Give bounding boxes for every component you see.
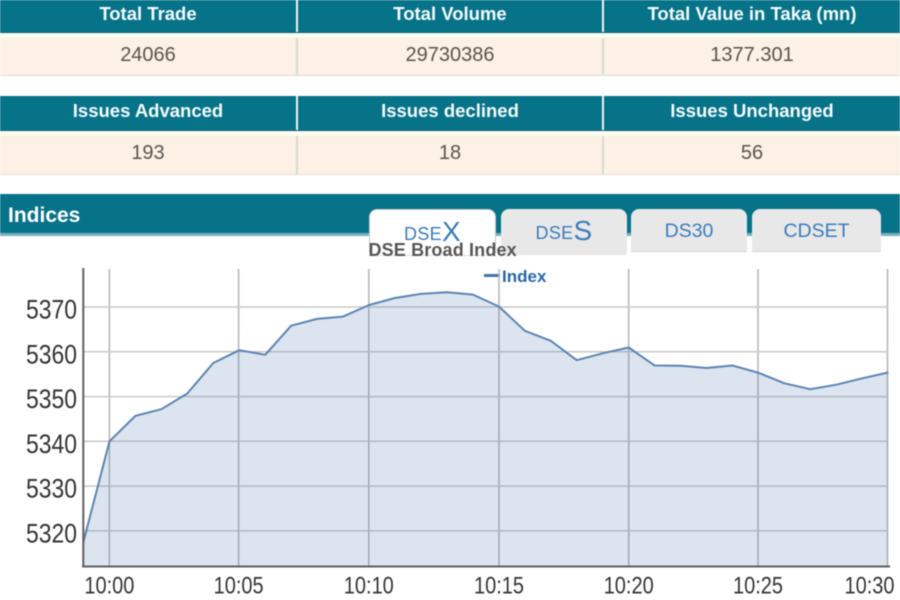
svg-text:5330: 5330 bbox=[26, 474, 77, 504]
svg-text:5320: 5320 bbox=[26, 518, 77, 548]
svg-text:5370: 5370 bbox=[26, 295, 77, 325]
svg-text:5350: 5350 bbox=[26, 384, 77, 414]
svg-text:10:20: 10:20 bbox=[604, 573, 654, 600]
svg-text:10:25: 10:25 bbox=[733, 573, 783, 600]
svg-text:10:15: 10:15 bbox=[474, 573, 524, 600]
svg-text:10:05: 10:05 bbox=[214, 573, 264, 600]
svg-text:10:10: 10:10 bbox=[344, 573, 394, 600]
svg-text:10:00: 10:00 bbox=[84, 573, 134, 600]
svg-text:5340: 5340 bbox=[26, 429, 77, 459]
svg-text:5360: 5360 bbox=[26, 339, 77, 369]
svg-text:10:30: 10:30 bbox=[845, 573, 895, 600]
